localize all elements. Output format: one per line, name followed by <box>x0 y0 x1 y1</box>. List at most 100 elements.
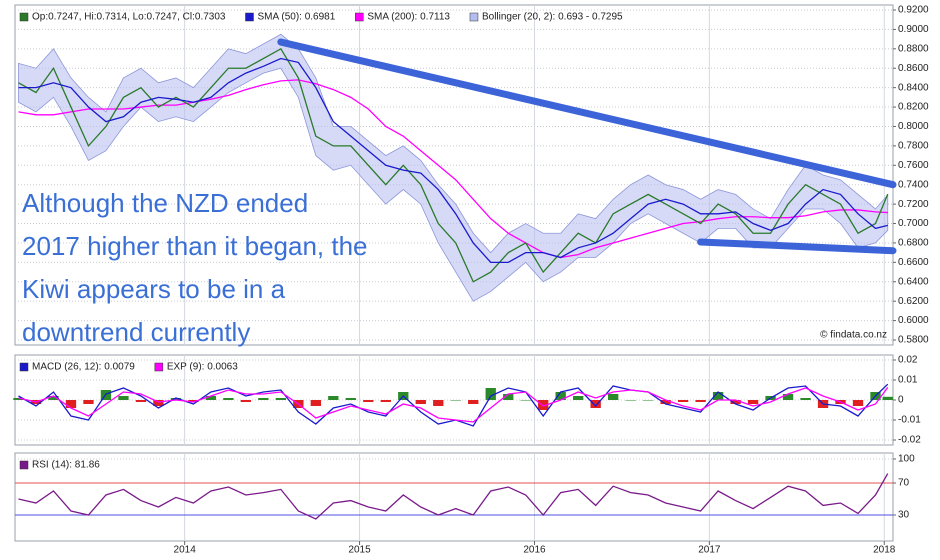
y-tick-label: 0.8000 <box>898 121 929 132</box>
trendline <box>697 238 897 255</box>
y-tick-label: 0.7000 <box>898 218 929 229</box>
histogram-bar <box>380 400 391 402</box>
histogram-bar <box>188 400 199 402</box>
histogram-bar <box>730 400 741 404</box>
y-tick-label: 0.7800 <box>898 141 929 152</box>
histogram-bar <box>882 396 893 400</box>
histogram-bar <box>695 400 706 402</box>
histogram-bar <box>800 398 811 400</box>
histogram-bar <box>415 400 426 404</box>
histogram-bar <box>485 388 496 400</box>
histogram-bar <box>660 400 671 404</box>
y-tick-label: -0.01 <box>898 415 921 426</box>
y-tick-label: 0.8200 <box>898 102 929 113</box>
histogram-bar <box>573 396 584 400</box>
y-tick-label: 0.6600 <box>898 257 929 268</box>
histogram-bar <box>83 400 94 404</box>
source: © findata.co.nz <box>820 330 887 341</box>
histogram-bar <box>625 400 636 401</box>
legend-swatch <box>245 12 254 22</box>
annotation: downtrend currently <box>22 317 250 347</box>
series-line <box>18 57 888 264</box>
y-tick-label: 0.6400 <box>898 276 929 287</box>
histogram-bar <box>13 398 24 400</box>
annotation: 2017 higher than it began, the <box>22 231 368 261</box>
series-line <box>18 47 889 283</box>
legend-label: Bollinger (20, 2): 0.693 - 0.7295 <box>482 12 623 23</box>
legend-label: Op:0.7247, Hi:0.7314, Lo:0.7247, Cl:0.73… <box>32 12 226 23</box>
y-tick-label: 0.8600 <box>898 63 929 74</box>
y-tick-label: 0.02 <box>898 355 918 366</box>
y-tick-label: 0.6800 <box>898 238 929 249</box>
y-tick-label: 0.6000 <box>898 315 929 326</box>
y-tick-label: 100 <box>898 454 915 465</box>
y-tick-label: 0.01 <box>898 375 918 386</box>
y-tick-label: 0.7600 <box>898 160 929 171</box>
legend-swatch <box>19 362 29 372</box>
y-tick-label: 0.5800 <box>898 335 929 346</box>
y-tick-label: 0.8800 <box>898 43 929 54</box>
legend-swatch <box>154 362 164 372</box>
histogram-bar <box>677 400 689 402</box>
trendline <box>277 38 897 189</box>
histogram-bar <box>852 400 864 406</box>
legend-label: SMA (200): 0.7113 <box>367 12 450 23</box>
histogram-bar <box>205 396 217 400</box>
annotation: Kiwi appears to be in a <box>22 274 286 304</box>
y-tick-label: 0 <box>898 395 904 406</box>
histogram-bar <box>363 400 374 402</box>
legend-swatch <box>19 460 29 470</box>
legend-swatch <box>355 12 364 22</box>
histogram-bar <box>65 400 77 408</box>
y-tick-label: 0.9000 <box>898 24 929 35</box>
histogram-bar <box>450 400 461 401</box>
histogram-bar <box>153 400 164 406</box>
histogram-bar <box>223 398 234 400</box>
series-line <box>18 79 888 259</box>
y-tick-label: -0.02 <box>898 435 921 446</box>
y-tick-label: 0.6200 <box>898 296 929 307</box>
annotation: Although the NZD ended <box>22 188 308 218</box>
legend-label: EXP (9): 0.0063 <box>167 362 238 373</box>
y-tick-label: 0.9200 <box>898 5 929 16</box>
histogram-bar <box>433 400 444 406</box>
histogram-bar <box>782 394 794 400</box>
histogram-bar <box>48 396 59 400</box>
histogram-bar <box>520 400 531 401</box>
y-tick-label: 70 <box>898 478 910 489</box>
histogram-bar <box>555 392 566 400</box>
legend-swatch <box>19 12 29 22</box>
histogram-bar <box>328 396 339 400</box>
histogram-bar <box>310 400 321 406</box>
panel-frame <box>14 452 894 542</box>
histogram-bar <box>747 400 759 404</box>
legend-label: SMA (50): 0.6981 <box>257 12 335 23</box>
legend-label: MACD (26, 12): 0.0079 <box>32 362 135 373</box>
histogram-bar <box>468 400 479 404</box>
y-tick-label: 0.7200 <box>898 199 929 210</box>
series-line <box>18 387 889 423</box>
y-tick-label: 0.7400 <box>898 179 929 190</box>
x-tick-label: 2015 <box>348 545 371 556</box>
histogram-bar <box>275 398 287 400</box>
histogram-bar <box>607 394 619 400</box>
histogram-bar <box>135 400 147 402</box>
panel-frame <box>14 4 894 346</box>
y-tick-label: 0.8400 <box>898 82 929 93</box>
legend-label: RSI (14): 81.86 <box>32 460 100 471</box>
histogram-bar <box>240 400 252 402</box>
x-tick-label: 2014 <box>174 545 197 556</box>
legend-swatch <box>469 12 479 22</box>
histogram-bar <box>642 400 654 401</box>
histogram-bar <box>118 396 129 400</box>
histogram-bar <box>345 398 356 400</box>
histogram-bar <box>538 400 549 410</box>
x-tick-label: 2016 <box>523 545 546 556</box>
histogram-bar <box>170 398 182 400</box>
histogram-bar <box>712 392 724 400</box>
histogram-bar <box>590 400 601 408</box>
x-tick-label: 2018 <box>873 545 896 556</box>
bollinger-band <box>18 33 889 302</box>
x-tick-label: 2017 <box>698 545 721 556</box>
